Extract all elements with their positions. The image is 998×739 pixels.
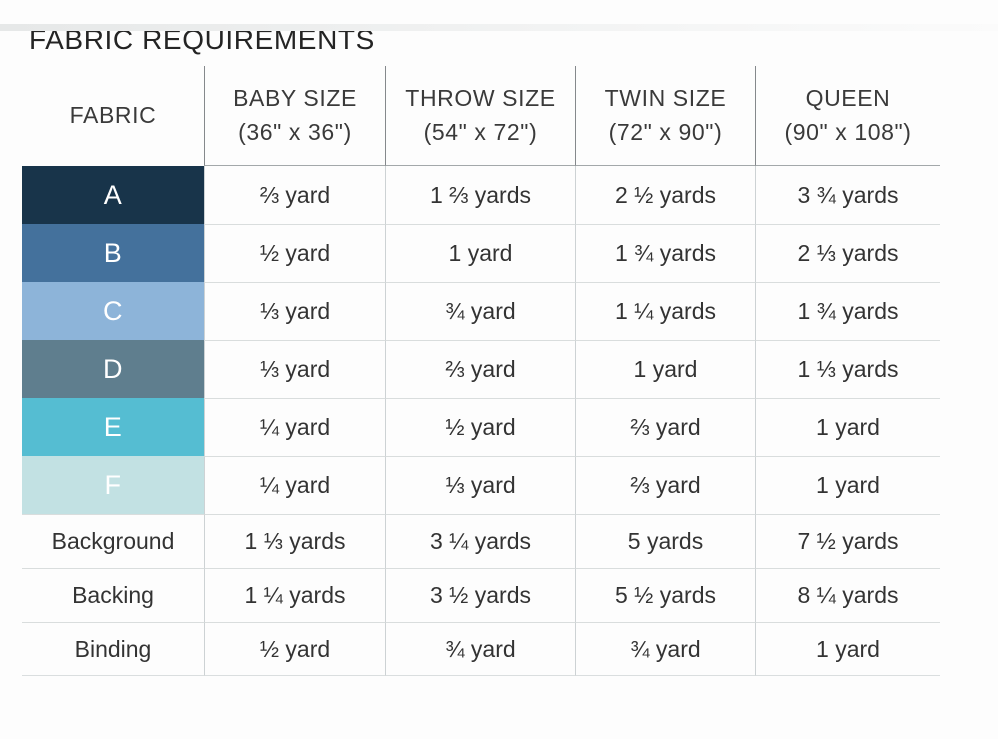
table-cell: 1 ⅓ yards [204,514,385,568]
row-label-binding: Binding [22,622,204,676]
table-cell: 2 ½ yards [575,166,755,224]
column-header-sublabel: (54" x 72") [423,118,538,145]
table-cell: ¼ yard [204,456,385,514]
table-cell: 5 ½ yards [575,568,755,622]
row-label-background: Background [22,514,204,568]
table-cell: 1 yard [755,622,940,676]
fabric-swatch-e: E [22,398,204,456]
column-header-label: TWIN SIZE [604,85,727,112]
scan-artifact-top-edge [0,24,998,31]
row-label-backing: Backing [22,568,204,622]
table-cell: ¾ yard [575,622,755,676]
table-cell: 1 ⅔ yards [385,166,575,224]
table-cell: ½ yard [204,224,385,282]
fabric-requirements-table: FABRIC BABY SIZE (36" x 36") THROW SIZE … [22,66,998,676]
table-cell: 1 yard [755,398,940,456]
table-cell: 3 ¼ yards [385,514,575,568]
column-header-sublabel: (36" x 36") [238,118,352,145]
table-cell: 2 ⅓ yards [755,224,940,282]
column-header-fabric: FABRIC [22,66,204,166]
table-cell: 1 ⅓ yards [755,340,940,398]
table-cell: 3 ¾ yards [755,166,940,224]
column-header-label: BABY SIZE [233,85,357,112]
column-header-sublabel: (90" x 108") [784,118,912,145]
table-cell: ¾ yard [385,622,575,676]
table-cell: 1 ¾ yards [575,224,755,282]
table-cell: 7 ½ yards [755,514,940,568]
column-header-label: THROW SIZE [405,85,556,112]
table-cell: ⅓ yard [204,282,385,340]
table-cell: ⅔ yard [575,456,755,514]
table-cell: ⅔ yard [204,166,385,224]
table-cell: ¾ yard [385,282,575,340]
table-cell: ½ yard [204,622,385,676]
column-header-twin-size: TWIN SIZE (72" x 90") [575,66,755,166]
table-cell: ⅔ yard [385,340,575,398]
fabric-swatch-d: D [22,340,204,398]
fabric-swatch-c: C [22,282,204,340]
column-header-sublabel: (72" x 90") [608,118,723,145]
column-header-throw-size: THROW SIZE (54" x 72") [385,66,575,166]
table-cell: ½ yard [385,398,575,456]
table-cell: ⅓ yard [385,456,575,514]
table-cell: 5 yards [575,514,755,568]
column-header-queen: QUEEN (90" x 108") [755,66,940,166]
table-cell: 3 ½ yards [385,568,575,622]
fabric-swatch-a: A [22,166,204,224]
fabric-swatch-f: F [22,456,204,514]
table-cell: 1 ¾ yards [755,282,940,340]
column-header-label: FABRIC [69,102,157,129]
table-cell: 1 ¼ yards [204,568,385,622]
table-cell: 1 yard [385,224,575,282]
fabric-swatch-b: B [22,224,204,282]
table-cell: ⅓ yard [204,340,385,398]
table-cell: 1 yard [755,456,940,514]
table-cell: 1 ¼ yards [575,282,755,340]
column-header-baby-size: BABY SIZE (36" x 36") [204,66,385,166]
table-cell: ¼ yard [204,398,385,456]
table-cell: 8 ¼ yards [755,568,940,622]
column-header-label: QUEEN [805,85,891,112]
table-cell: 1 yard [575,340,755,398]
table-cell: ⅔ yard [575,398,755,456]
